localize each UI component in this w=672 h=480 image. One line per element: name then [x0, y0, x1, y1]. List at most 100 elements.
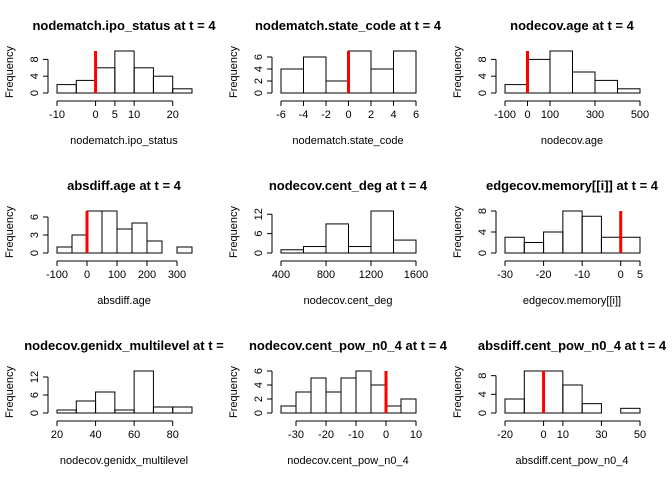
x-axis-label: nodecov.cent_pow_n0_4 [287, 455, 409, 467]
panel-title: nodecov.cent_deg at t = 4 [269, 178, 428, 193]
y-tick-label: 8 [29, 56, 41, 62]
x-tick-label: 0 [618, 269, 624, 281]
x-tick-label: 800 [317, 269, 335, 281]
bar [116, 228, 133, 254]
x-axis-label: absdiff.cent_pow_n0_4 [516, 455, 629, 467]
x-tick-label: -10 [574, 269, 590, 281]
bar [75, 400, 97, 414]
bar [172, 88, 193, 94]
bar [95, 67, 116, 94]
panel: absdiff.age at t = 4 absdiff.age Frequency… [4, 178, 193, 307]
panel-title: nodematch.state_code at t = 4 [255, 18, 442, 33]
bar [549, 50, 573, 94]
x-tick-label: 0 [84, 269, 90, 281]
bar [56, 84, 77, 94]
y-tick-label: 3 [29, 232, 41, 238]
x-tick-label: 100 [541, 109, 559, 121]
bar [370, 210, 394, 254]
bar [504, 84, 528, 94]
panel: nodecov.age at t = 4 nodecov.age Frequency… [452, 18, 649, 147]
bar [504, 398, 525, 414]
x-tick-label: 50 [634, 429, 646, 441]
x-tick-label: 400 [272, 269, 290, 281]
y-tick-label: 0 [253, 250, 265, 256]
bar [504, 236, 525, 254]
x-tick-label: -6 [276, 109, 286, 121]
panel-title: absdiff.cent_pow_n0_4 at t = 4 [478, 338, 667, 353]
x-tick-label: -20 [536, 269, 552, 281]
x-tick-label: 300 [586, 109, 604, 121]
panel-title: nodematch.ipo_status at t = 4 [32, 18, 216, 33]
x-axis-label: nodematch.ipo_status [70, 135, 178, 147]
bar [572, 71, 596, 94]
panel: edgecov.memory[[i]] at t = 4 edgecov.memo… [452, 178, 659, 307]
panel-title: nodecov.cent_pow_n0_4 at t = 4 [249, 338, 448, 353]
bar [620, 236, 641, 254]
bar [71, 234, 88, 254]
x-tick-label: 20 [51, 429, 63, 441]
x-axis-label: nodecov.genidx_multilevel [60, 455, 188, 467]
bar [620, 407, 641, 414]
y-tick-label: 0 [29, 250, 41, 256]
x-axis-label: nodematch.state_code [292, 135, 403, 147]
x-tick-label: 10 [128, 109, 140, 121]
y-tick-label: 0 [29, 90, 41, 96]
bar [393, 50, 417, 94]
bar [385, 405, 402, 414]
x-tick-label: 5 [112, 109, 118, 121]
x-tick-label: 5 [637, 269, 643, 281]
x-tick-label: 0 [541, 429, 547, 441]
y-tick-label: 4 [477, 229, 489, 235]
x-tick-label: 0 [524, 109, 530, 121]
x-tick-label: 0 [345, 109, 351, 121]
y-tick-label: 2 [253, 396, 265, 402]
bar [562, 384, 583, 414]
bar [280, 68, 304, 94]
bar [594, 79, 618, 94]
bar [146, 240, 163, 254]
y-tick-label: 6 [253, 231, 265, 237]
x-axis-label: nodecov.cent_deg [303, 295, 392, 307]
y-tick-label: 0 [253, 410, 265, 416]
panel-title: nodecov.age at t = 4 [510, 18, 634, 33]
y-tick-label: 12 [253, 208, 265, 220]
x-tick-label: 500 [631, 109, 649, 121]
bar [95, 391, 116, 414]
x-tick-label: -100 [46, 269, 68, 281]
bar [355, 370, 372, 414]
bar [617, 88, 641, 94]
bar [176, 246, 193, 254]
bar [523, 370, 545, 414]
x-tick-label: 0 [93, 109, 99, 121]
x-tick-label: 4 [390, 109, 396, 121]
x-tick-label: 100 [108, 269, 126, 281]
y-axis-label: Frequency [228, 46, 240, 98]
x-tick-label: 20 [167, 109, 179, 121]
bar [280, 249, 304, 254]
y-axis-label: Frequency [4, 46, 16, 98]
bar [75, 79, 97, 94]
x-axis-label: nodecov.age [541, 135, 603, 147]
bar [152, 75, 174, 94]
bar [114, 409, 135, 414]
bar [581, 403, 602, 414]
y-tick-label: 4 [29, 73, 41, 79]
bar [131, 222, 148, 254]
x-tick-label: 10 [557, 429, 569, 441]
x-tick-label: 0 [383, 429, 389, 441]
x-tick-label: 6 [413, 109, 419, 121]
bar [114, 50, 135, 94]
x-tick-label: -4 [299, 109, 309, 121]
x-tick-label: 300 [168, 269, 186, 281]
x-tick-label: -100 [494, 109, 516, 121]
panel-title: absdiff.age at t = 4 [67, 178, 182, 193]
x-tick-label: 30 [595, 429, 607, 441]
x-tick-label: 1200 [359, 269, 383, 281]
y-axis-label: Frequency [228, 366, 240, 418]
y-tick-label: 8 [477, 56, 489, 62]
y-tick-label: 2 [253, 78, 265, 84]
panel: nodematch.state_code at t = 4 nodematch.s… [228, 18, 442, 147]
bar [543, 231, 564, 254]
